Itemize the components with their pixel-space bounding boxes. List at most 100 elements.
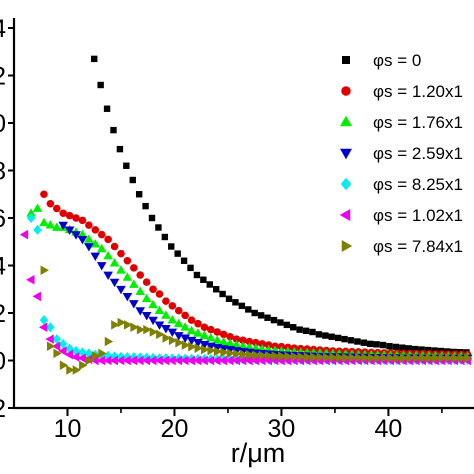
data-point [290, 324, 297, 331]
data-point [142, 202, 149, 210]
data-point [141, 311, 152, 321]
data-point [283, 321, 290, 329]
data-point [387, 353, 396, 363]
data-point [123, 320, 133, 330]
legend-marker [341, 240, 353, 252]
data-point [207, 345, 216, 356]
x-tick-label: 30 [268, 415, 296, 443]
data-point [354, 338, 361, 345]
data-point [130, 322, 139, 333]
data-point [265, 350, 274, 361]
data-point [45, 334, 54, 344]
data-point [136, 271, 145, 279]
data-point [46, 322, 55, 333]
data-point [141, 293, 152, 303]
data-point [148, 355, 157, 366]
data-point [59, 209, 68, 218]
legend-label: φs = 0 [373, 51, 421, 70]
data-point [78, 216, 87, 225]
data-point [411, 345, 419, 353]
legend-marker [340, 148, 352, 160]
data-point [187, 264, 194, 272]
data-point [168, 335, 178, 346]
data-point [277, 319, 284, 326]
data-point [232, 299, 239, 306]
data-point [148, 316, 158, 326]
data-point [393, 353, 402, 363]
data-point [302, 327, 310, 335]
data-point [226, 332, 234, 341]
legend-label: φs = 1.20x1 [373, 82, 463, 101]
data-point [205, 355, 215, 366]
data-point [90, 252, 101, 261]
data-point [72, 214, 80, 222]
data-point [72, 365, 82, 375]
data-point [406, 353, 415, 363]
data-point [238, 302, 246, 310]
data-point [194, 343, 203, 353]
data-point [91, 55, 98, 63]
data-point [167, 355, 176, 366]
data-point [46, 341, 56, 352]
data-point [52, 204, 61, 213]
data-point [46, 199, 55, 208]
data-point [181, 311, 189, 320]
data-point [231, 339, 242, 349]
data-point [218, 336, 229, 346]
data-point [109, 278, 120, 288]
data-point [233, 349, 242, 359]
data-point [225, 295, 233, 302]
data-point [84, 234, 94, 243]
data-point [154, 321, 165, 330]
data-point [38, 322, 48, 333]
data-point [186, 325, 197, 335]
data-point [251, 338, 260, 347]
data-point [438, 353, 447, 363]
legend-label: φs = 8.25x1 [373, 175, 463, 194]
data-point [425, 353, 435, 363]
data-point [103, 105, 111, 112]
data-point [245, 306, 252, 313]
data-point [405, 345, 412, 352]
data-point [168, 243, 175, 250]
data-point [53, 348, 62, 359]
data-point [199, 330, 210, 339]
legend-marker [342, 56, 350, 64]
y-tick-label: 4 [0, 253, 6, 281]
data-point [444, 353, 454, 363]
data-point [263, 355, 273, 366]
data-point [379, 341, 387, 349]
data-point [71, 231, 81, 240]
data-point [103, 355, 112, 366]
data-point [193, 355, 202, 366]
x-tick-label: 40 [375, 415, 403, 443]
data-point [180, 334, 190, 343]
data-point [201, 344, 210, 355]
data-point [59, 338, 68, 349]
data-point [167, 328, 178, 337]
data-point [111, 320, 120, 330]
data-point [123, 256, 132, 265]
data-point [200, 323, 209, 332]
data-point [424, 346, 432, 354]
data-point [173, 318, 184, 328]
data-point [252, 350, 261, 361]
data-point [116, 265, 126, 274]
legend-marker [340, 115, 352, 127]
data-point [136, 324, 146, 335]
data-point [143, 324, 152, 335]
data-point [187, 316, 196, 324]
data-point [130, 264, 138, 272]
data-point [116, 285, 126, 295]
data-point [219, 290, 226, 298]
data-point [135, 307, 146, 316]
data-point [26, 208, 36, 217]
data-point [103, 271, 113, 280]
data-point [322, 332, 329, 339]
data-point [129, 176, 136, 184]
data-point [180, 257, 188, 264]
y-tick-label: 2 [0, 300, 6, 328]
data-point [85, 355, 94, 366]
data-point [219, 330, 228, 339]
